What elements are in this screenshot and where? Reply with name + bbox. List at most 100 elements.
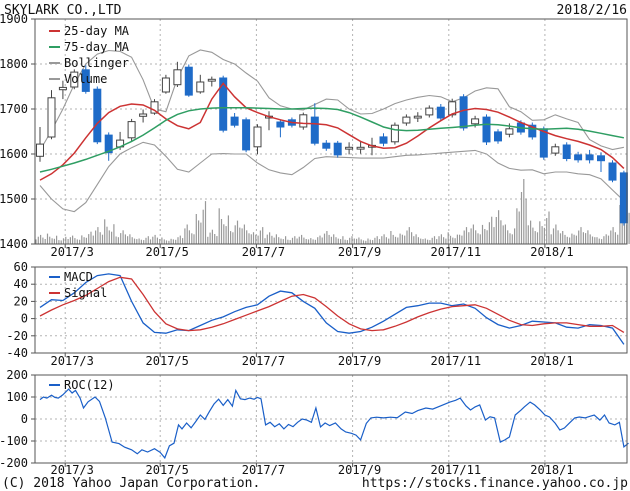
- volume-bar: [498, 210, 500, 244]
- volume-bar: [90, 231, 92, 244]
- volume-bar: [120, 233, 122, 244]
- volume-bar: [360, 239, 362, 244]
- volume-bar: [44, 239, 46, 244]
- volume-bar: [523, 179, 525, 244]
- volume-bar: [72, 235, 74, 245]
- volume-bar: [40, 234, 42, 244]
- volume-bar: [83, 237, 85, 244]
- volume-bar: [323, 233, 326, 244]
- volume-bar: [200, 222, 202, 244]
- volume-bar: [191, 233, 193, 244]
- volume-bar: [591, 236, 594, 244]
- candle-up: [471, 118, 480, 125]
- volume-bar: [209, 232, 211, 244]
- volume-bar: [278, 237, 280, 244]
- volume-bar: [37, 236, 39, 244]
- volume-bar: [619, 205, 621, 244]
- candle-up: [127, 121, 136, 139]
- x-tick-label: 2017/11: [431, 354, 482, 368]
- volume-bar: [179, 235, 181, 245]
- volume-bar: [603, 236, 605, 244]
- volume-bar: [509, 233, 511, 244]
- candle-up: [139, 113, 148, 117]
- volume-bar: [152, 236, 154, 244]
- volume-bar: [131, 237, 133, 244]
- candle-up: [173, 69, 182, 86]
- ma75-line: [39, 106, 625, 173]
- volume-bar: [255, 234, 257, 244]
- price-border: [34, 18, 628, 245]
- volume-bar: [271, 235, 273, 244]
- y-tick-label: -100: [0, 434, 28, 448]
- volume-bar: [328, 234, 330, 244]
- volume-bar: [569, 237, 571, 244]
- volume-bar: [85, 237, 87, 244]
- volume-bar: [475, 230, 477, 244]
- y-tick-label: 1700: [0, 102, 28, 116]
- volume-bar: [525, 198, 527, 244]
- macd-grid: [35, 267, 627, 353]
- candle-down: [81, 69, 90, 92]
- volume-bar: [218, 208, 220, 245]
- volume-bar: [502, 225, 504, 244]
- volume-bar: [610, 230, 612, 244]
- volume-bar: [35, 239, 37, 244]
- legend-label: 75-day MA: [64, 40, 130, 54]
- volume-bar: [140, 239, 142, 244]
- volume-bar: [575, 235, 577, 245]
- volume-bar: [289, 240, 291, 244]
- volume-bar: [564, 234, 566, 244]
- chart-date: 2018/2/16: [556, 3, 627, 18]
- candle-up: [161, 77, 170, 93]
- volume-bar: [623, 222, 626, 245]
- candle-down: [494, 131, 502, 142]
- candle-up: [36, 143, 44, 157]
- volume-bar: [429, 240, 431, 244]
- candle-down: [459, 96, 468, 129]
- candle-up: [196, 81, 205, 93]
- x-tick-label: 2017/3: [51, 463, 94, 477]
- volume-bar: [291, 237, 294, 244]
- volume-bar: [122, 230, 124, 244]
- candle-up: [413, 115, 422, 119]
- volume-bar: [250, 234, 252, 245]
- volume-bar: [76, 239, 78, 244]
- volume-bar: [415, 234, 417, 245]
- x-tick-label: 2017/3: [51, 245, 94, 259]
- volume-bar: [342, 236, 344, 244]
- volume-bar: [248, 233, 250, 244]
- source-url: https://stocks.finance.yahoo.co.jp: [361, 476, 628, 491]
- volume-bar: [216, 236, 218, 244]
- volume-bar: [424, 238, 426, 244]
- candle-down: [619, 172, 628, 224]
- volume-bar: [548, 211, 550, 244]
- y-tick-label: 20: [14, 294, 28, 308]
- candle-up: [356, 146, 365, 150]
- candle-up: [70, 71, 79, 88]
- copyright-text: (C) 2018 Yahoo Japan Corporation.: [2, 476, 261, 491]
- volume-bar: [422, 239, 424, 244]
- y-tick-label: 1500: [0, 192, 28, 206]
- volume-bar: [259, 230, 261, 244]
- candle-up: [299, 114, 308, 128]
- volume-bar: [454, 238, 456, 245]
- x-tick-label: 2017/5: [146, 354, 189, 368]
- volume-bar: [614, 232, 616, 244]
- volume-bar: [241, 228, 243, 244]
- candle-down: [333, 142, 342, 156]
- volume-bar: [269, 232, 271, 244]
- volume-bar: [420, 238, 422, 244]
- candle-down: [436, 106, 445, 119]
- volume-bar: [165, 240, 168, 244]
- bollinger-lower-line: [39, 141, 625, 213]
- volume-bar: [349, 237, 351, 244]
- signal-line: [39, 276, 625, 333]
- y-tick-label: 100: [6, 390, 28, 404]
- volume-bar: [214, 234, 216, 244]
- volume-bar: [390, 231, 392, 244]
- y-tick-label: 60: [14, 260, 28, 274]
- volume-bar: [307, 239, 310, 244]
- volume-bar: [333, 234, 335, 245]
- volume-bar: [381, 236, 383, 244]
